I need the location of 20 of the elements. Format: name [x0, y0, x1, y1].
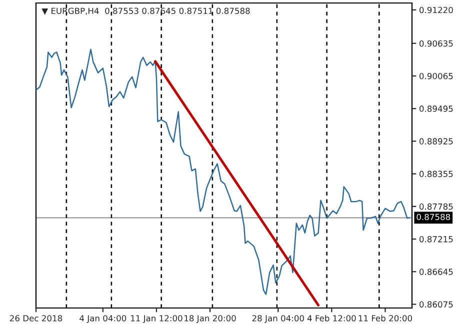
y-tick-label: 0.86075: [419, 301, 453, 308]
x-tick-label: 4 Feb 12:00: [307, 314, 356, 322]
y-tick-label: 0.88925: [419, 138, 453, 144]
x-tick-label: 4 Jan 04:00: [80, 315, 126, 323]
x-tick-label: 18 Jan 20:00: [184, 315, 236, 323]
ref-line-label: 0.87588: [416, 214, 450, 220]
y-tick-label: 0.91220: [419, 6, 453, 14]
y-tick-label: 0.90635: [419, 40, 453, 47]
x-tick-label: 26 Dec 2018: [10, 315, 62, 322]
x-tick-label: 28 Jan 04:00: [252, 315, 304, 323]
y-tick-label: 0.88355: [419, 170, 453, 178]
line-series: [36, 48, 410, 295]
y-tick-label: 0.89495: [419, 106, 453, 112]
y-tick-label: 0.87785: [419, 203, 453, 210]
y-tick-label: 0.90065: [419, 72, 453, 80]
x-tick-label: 11 Jan 12:00: [131, 315, 182, 323]
chart-title: ▼ EURGBP,H4 0.87553 0.87645 0.87511 0.87588: [42, 8, 250, 15]
y-tick-label: 0.86645: [419, 268, 453, 275]
y-tick-label: 0.87215: [419, 236, 453, 242]
x-tick-label: 11 Feb 20:00: [358, 314, 412, 322]
